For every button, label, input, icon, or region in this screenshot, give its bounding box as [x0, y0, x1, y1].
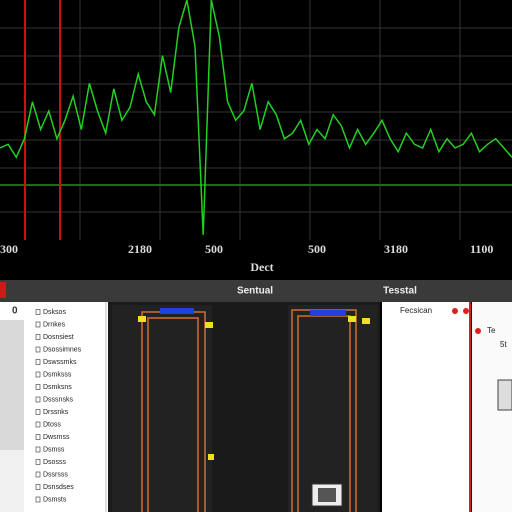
list-item: Dsksos — [43, 309, 66, 316]
x-tick-label: 500 — [308, 242, 326, 256]
checkbox — [35, 309, 41, 315]
axis-label: Dect — [250, 260, 273, 274]
checkbox — [35, 459, 41, 465]
toolbar-title: Sentual — [237, 286, 273, 297]
checkbox — [35, 346, 41, 353]
toolbar-marker — [0, 282, 6, 298]
item-list: Dsksos Drnkes Dosnsiest Dsossimnes Dswssmks D… — [35, 309, 82, 503]
bar-blue — [310, 310, 346, 316]
left-strip — [0, 320, 24, 450]
list-item: Dosnsiest — [43, 334, 74, 341]
list-item: Dsmss — [43, 446, 65, 453]
status-dot — [452, 308, 458, 314]
list-item: Dsmksns — [43, 384, 72, 391]
checkbox — [35, 321, 41, 328]
list-item: Drssnks — [43, 409, 69, 416]
panel-title: Fecsican — [400, 306, 432, 315]
left-strip — [0, 450, 24, 512]
trace-group — [0, 0, 512, 235]
list-item: Dwsmss — [43, 434, 70, 441]
checkbox — [35, 471, 41, 478]
device — [311, 483, 343, 507]
checkbox — [35, 434, 41, 440]
list-item: Dssrsss — [43, 471, 68, 478]
checkbox — [35, 421, 41, 428]
status-dot — [463, 308, 469, 314]
grid — [0, 0, 512, 240]
checkbox — [35, 334, 41, 340]
list-item: Dsmsts — [43, 496, 67, 503]
checkbox — [35, 359, 41, 365]
side-title: Te — [487, 326, 496, 335]
x-tick-label: 500 — [205, 242, 223, 256]
checkbox — [35, 396, 41, 403]
list-item: Drnkes — [43, 321, 66, 328]
sub-panel — [288, 305, 378, 512]
right-panel — [382, 302, 470, 512]
checkbox — [35, 409, 41, 415]
toolbar — [0, 280, 512, 302]
x-tick-label: 3180 — [384, 242, 408, 256]
list-item: Dswssmks — [43, 359, 77, 366]
list-item: Dsmksss — [43, 371, 72, 378]
checkbox — [35, 371, 41, 378]
list-item: Dtoss — [43, 421, 61, 428]
list-item: Dsossimnes — [43, 346, 82, 353]
panel-header: 0 — [12, 306, 18, 317]
list-item: Dsssnsks — [43, 396, 73, 403]
checkbox — [35, 496, 41, 503]
checkbox — [35, 446, 41, 453]
checkbox — [35, 384, 41, 390]
bar-blue — [160, 308, 194, 314]
status-dot — [475, 328, 481, 334]
list-item: Dsosss — [43, 459, 66, 466]
markers-yellow — [138, 316, 370, 460]
checkbox — [35, 484, 41, 490]
side-label: 5t — [500, 340, 507, 349]
toolbar-title: Tesstal — [383, 286, 417, 297]
x-tick-label: 2180 — [128, 242, 152, 256]
list-item: Dsnsdses — [43, 484, 74, 491]
sub-panel — [112, 305, 212, 512]
x-tick-label: 300 — [0, 242, 18, 256]
x-labels: 300 2180 500 500 3180 1100 — [0, 242, 493, 256]
spectrum-trace — [0, 0, 512, 235]
x-tick-label: 1100 — [470, 242, 493, 256]
device-icon — [497, 379, 512, 411]
